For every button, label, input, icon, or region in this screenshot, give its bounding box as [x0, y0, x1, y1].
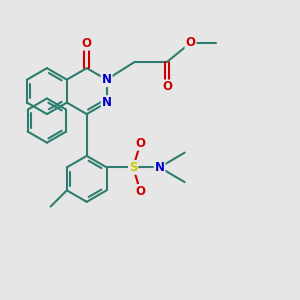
Text: N: N	[102, 73, 112, 86]
Text: O: O	[162, 80, 172, 94]
Text: N: N	[154, 161, 165, 174]
Text: O: O	[185, 36, 196, 49]
Text: O: O	[136, 185, 146, 198]
Text: O: O	[82, 37, 92, 50]
Text: S: S	[129, 161, 137, 174]
Text: N: N	[102, 96, 112, 109]
Text: O: O	[136, 137, 146, 150]
